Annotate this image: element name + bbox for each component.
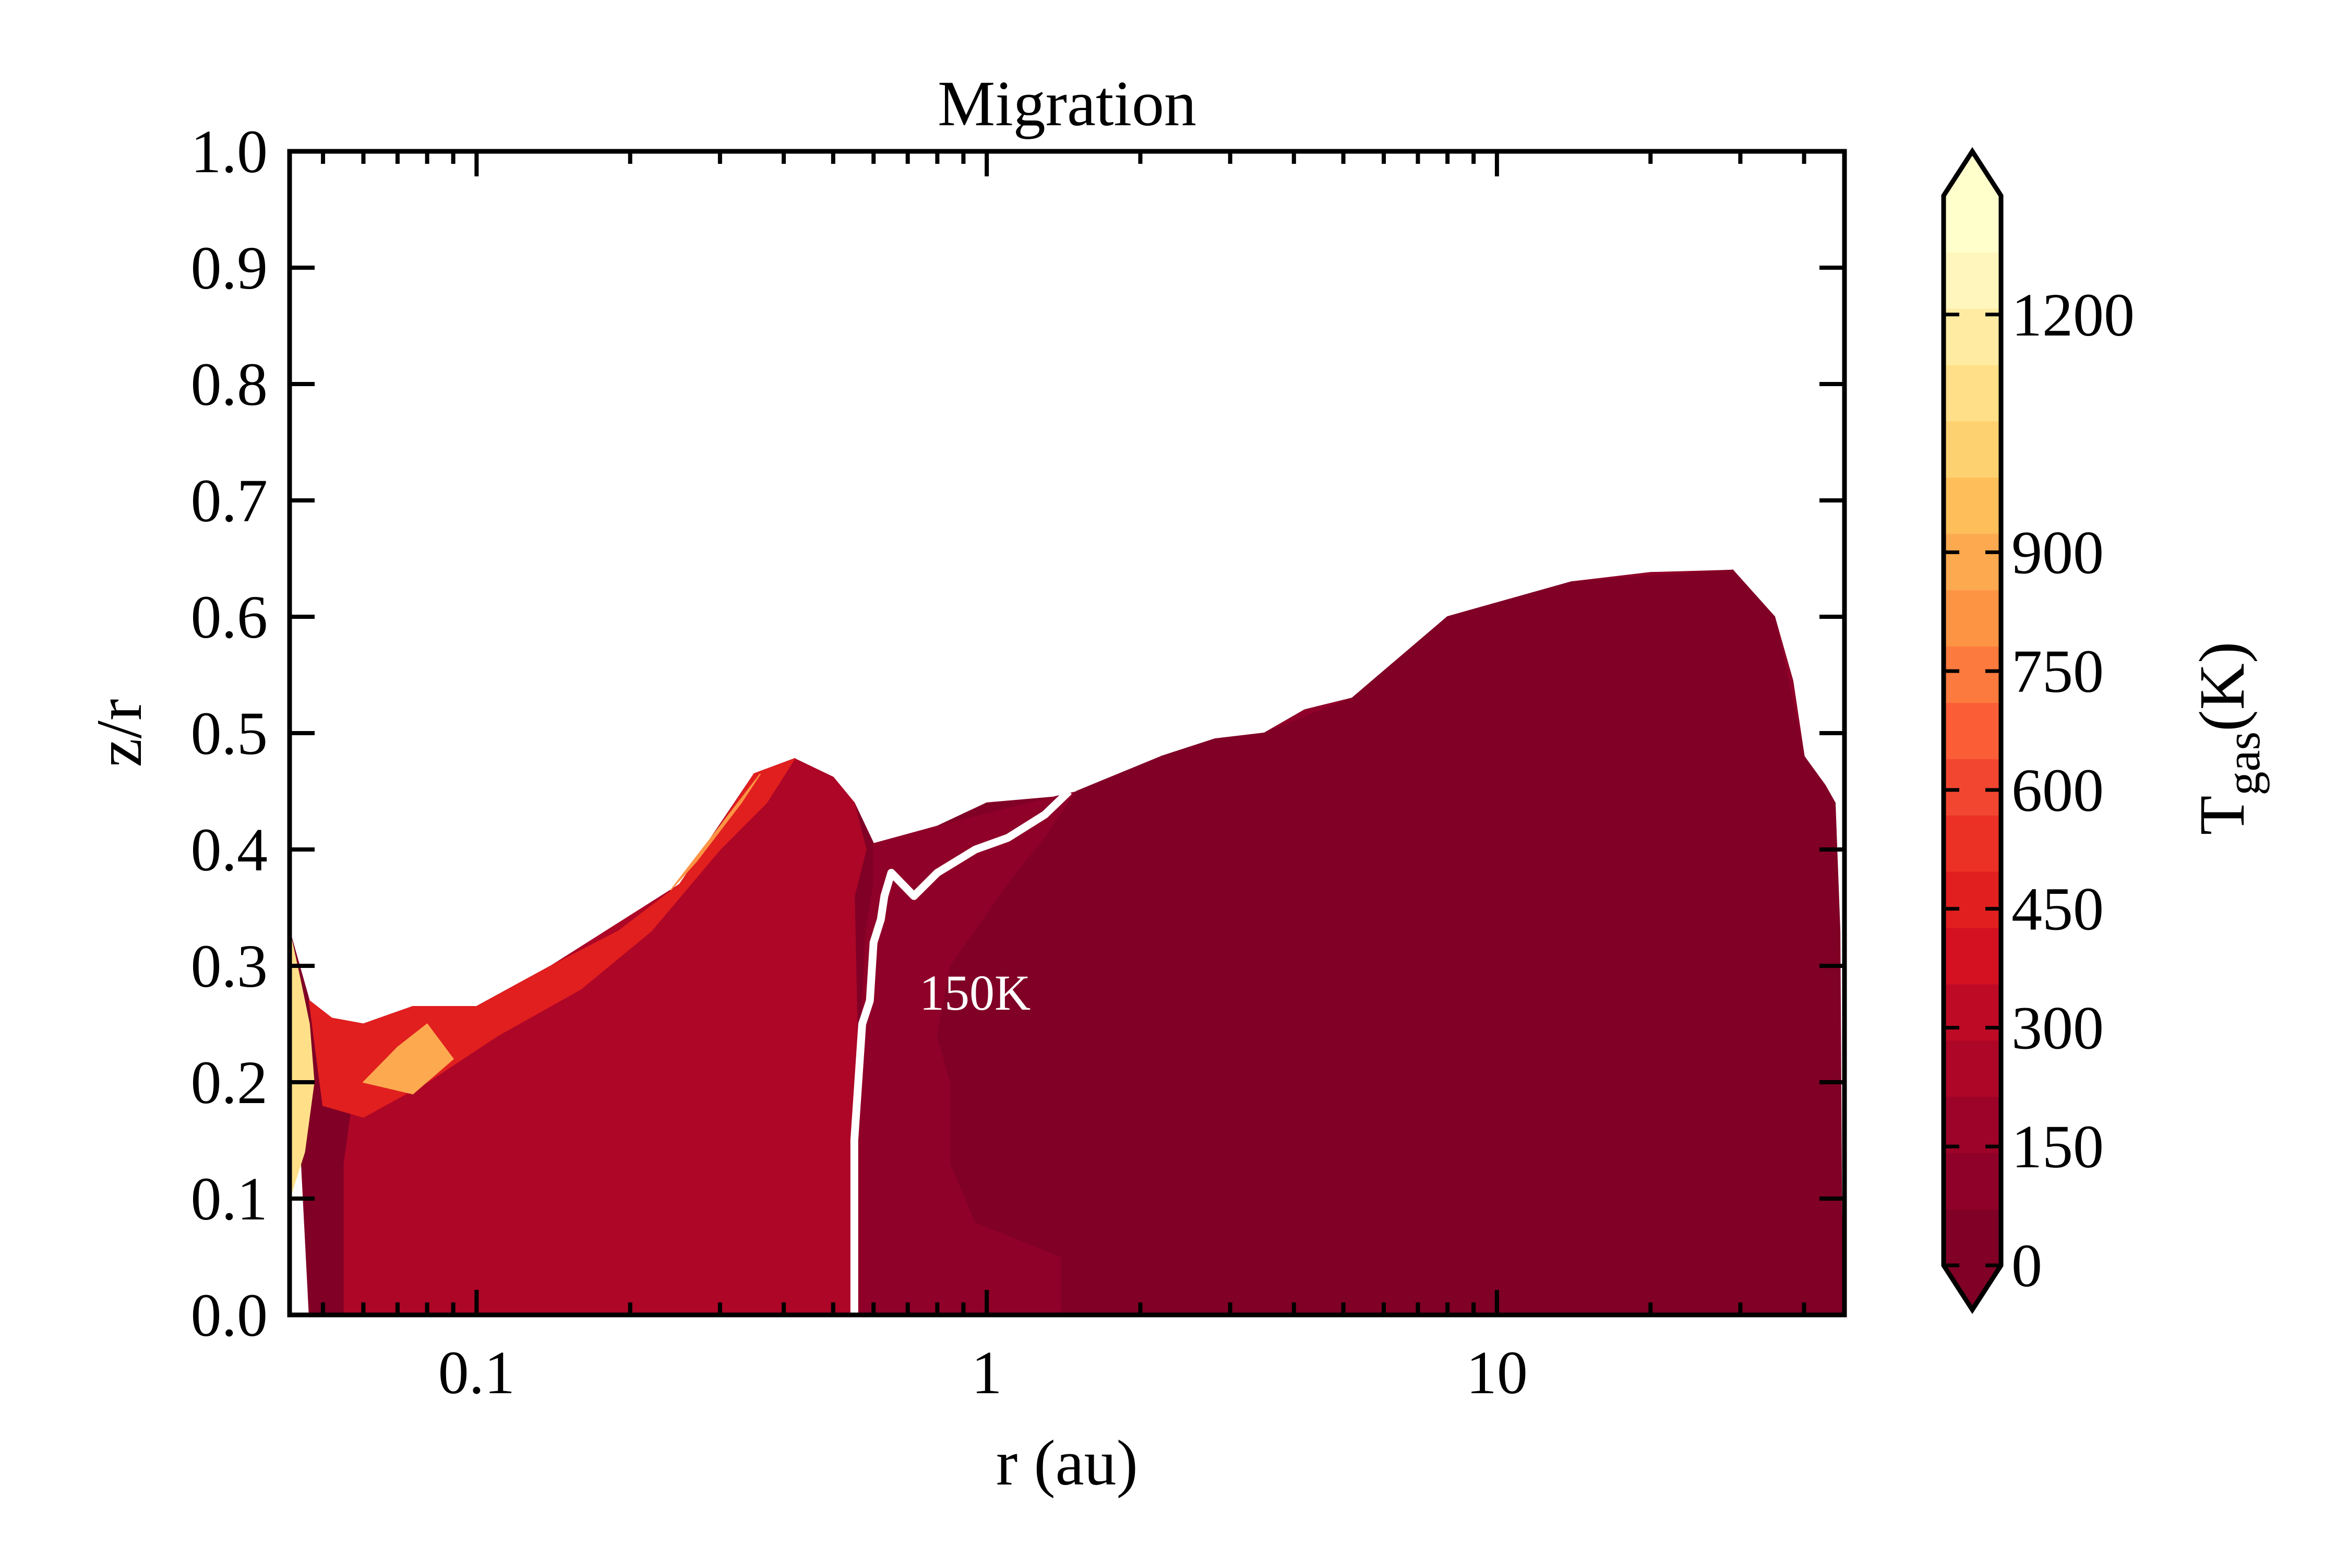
colorbar-segment <box>1944 421 2001 478</box>
colorbar-segment <box>1944 1153 2001 1210</box>
colorbar-label-sub: gas <box>2217 732 2270 796</box>
contour-150K-layer <box>850 788 1072 1315</box>
y-tick-label: 0.7 <box>191 466 268 535</box>
colorbar-tick-label: 750 <box>2011 637 2104 705</box>
colorbar-extend-max <box>1944 151 2001 196</box>
colorbar-segment <box>1944 646 2001 703</box>
y-tick-label: 0.4 <box>191 816 268 884</box>
contour-150K-label: 150K <box>919 965 1031 1021</box>
contour-region-warm-midplane <box>343 758 867 1315</box>
colorbar-segment <box>1944 196 2001 253</box>
colorbar-tick-label: 1200 <box>2011 281 2135 349</box>
y-tick-label: 0.2 <box>191 1048 268 1117</box>
colorbar-segment <box>1944 815 2001 872</box>
contour-region-hot-ridge <box>670 773 761 891</box>
colorbar-segment <box>1944 758 2001 816</box>
colorbar-tick-label: 600 <box>2011 756 2104 824</box>
colorbar-segment <box>1944 1040 2001 1097</box>
y-tick-label: 0.9 <box>191 234 268 302</box>
colorbar-extend-min <box>1944 1265 2001 1310</box>
colorbar-label-main: T <box>2186 796 2258 835</box>
y-axis-label: z/r <box>83 699 155 768</box>
x-tick-label: 0.1 <box>438 1338 516 1407</box>
colorbar-segment <box>1944 1096 2001 1154</box>
colorbar-tick-label: 150 <box>2011 1112 2104 1181</box>
chart-title: Migration <box>938 68 1196 139</box>
colorbar-segment <box>1944 927 2001 985</box>
x-axis-label: r (au) <box>996 1427 1138 1499</box>
y-tick-label: 0.5 <box>191 699 268 768</box>
colorbar-segment <box>1944 364 2001 422</box>
colorbar-segment <box>1944 308 2001 365</box>
x-tick-label: 10 <box>1466 1338 1528 1407</box>
y-tick-label: 0.0 <box>191 1281 268 1349</box>
colorbar-label: Tgas(K) <box>2186 642 2270 835</box>
x-tick-label: 1 <box>972 1338 1002 1407</box>
colorbar: 0 150 300 450 600 750 900 1200 <box>1941 147 2135 1314</box>
y-tick-label: 0.6 <box>191 583 268 651</box>
colorbar-segment <box>1944 1209 2001 1266</box>
colorbar-segment <box>1944 590 2001 647</box>
colorbar-segment <box>1944 984 2001 1041</box>
axis-ticks: 0.0 0.1 0.2 0.3 0.4 0.5 0.6 0.7 0.8 0.9 1.0 0.1 1 10 <box>191 117 1844 1407</box>
contour-region-hot-inner-spot <box>362 1023 454 1095</box>
colorbar-tick-label: 450 <box>2011 875 2104 943</box>
y-tick-label: 1.0 <box>191 117 268 186</box>
y-tick-label: 0.8 <box>191 350 268 418</box>
colorbar-tick-label: 0 <box>2011 1231 2042 1300</box>
colorbar-tick-label: 300 <box>2011 994 2104 1062</box>
contour-line-150K <box>850 788 1072 1315</box>
colorbar-segment <box>1944 702 2001 759</box>
y-tick-label: 0.1 <box>191 1165 268 1233</box>
colorbar-label-tail: (K) <box>2186 642 2258 732</box>
colorbar-tick-label: 900 <box>2011 518 2104 586</box>
contour-region-hot-layer <box>308 758 796 1118</box>
colorbar-segment <box>1944 533 2001 591</box>
contour-regions <box>290 569 1843 1315</box>
colorbar-segment <box>1944 252 2001 309</box>
colorbar-segment <box>1944 477 2001 534</box>
y-tick-label: 0.3 <box>191 932 268 1000</box>
colorbar-segment <box>1944 871 2001 928</box>
